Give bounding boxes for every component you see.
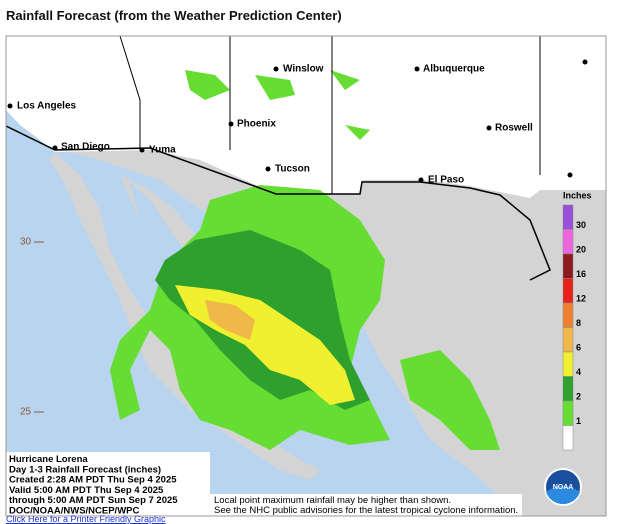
disclaimer: See the NHC public advisories for the la… (214, 505, 518, 516)
legend: Inches 30 20 16 12 8 6 4 2 1 (562, 190, 592, 451)
logo-text: NOAA (553, 484, 574, 491)
lat-label: 25 (20, 407, 32, 418)
legend-swatch (562, 229, 574, 255)
rain-heavier (205, 300, 255, 340)
baja (50, 152, 320, 480)
legend-swatch (562, 376, 574, 402)
title: Rainfall Forecast (from the Weather Pred… (6, 8, 342, 23)
city-dot (228, 121, 234, 127)
city-dot (414, 66, 420, 72)
city-label: Roswell (495, 123, 533, 134)
rain-light (400, 350, 500, 450)
legend-label: 8 (576, 318, 581, 328)
city-label: Yuma (149, 145, 176, 156)
info-box (6, 452, 210, 516)
printer-link[interactable]: Click Here for a Printer Friendly Graphi… (6, 514, 166, 524)
disclaimer: Local point maximum rainfall may be high… (214, 495, 451, 506)
info-line: Valid 5:00 AM PDT Thu Sep 4 2025 (9, 485, 164, 496)
legend-swatch (562, 204, 574, 230)
map-frame (5, 35, 607, 517)
city-label: Winslow (283, 64, 324, 75)
city-dot (567, 172, 573, 178)
rain-light (185, 70, 370, 140)
info-line: Created 2:28 AM PDT Thu Sep 4 2025 (9, 475, 177, 486)
disclaimer-box (210, 494, 522, 516)
info-line: through 5:00 AM PDT Sun Sep 7 2025 (9, 495, 178, 506)
city-dot (418, 177, 424, 183)
legend-label: 2 (576, 391, 581, 401)
legend-label: 4 (576, 367, 581, 377)
legend-label: 1 (576, 416, 581, 426)
legend-swatch (562, 351, 574, 377)
legend-swatch (562, 253, 574, 279)
city-label: Phoenix (237, 119, 276, 130)
logo-wave (546, 486, 580, 505)
info-line: Hurricane Lorena (9, 454, 88, 465)
city-dot (265, 166, 271, 172)
cities: Los Angeles San Diego Yuma Phoenix Winsl… (7, 59, 588, 186)
legend-swatch (562, 302, 574, 328)
legend-label: 30 (576, 220, 586, 230)
lat-label: 30 (20, 237, 32, 248)
legend-title: Inches (563, 190, 592, 200)
legend-swatch (562, 400, 574, 426)
city-label: El Paso (428, 175, 464, 186)
info-line: Day 1-3 Rainfall Forecast (inches) (9, 464, 161, 475)
city-dot (273, 66, 279, 72)
state-lines (119, 35, 606, 194)
legend-label: 20 (576, 244, 586, 254)
city-dot (139, 147, 145, 153)
city-dot (52, 145, 58, 151)
us-land (6, 36, 606, 198)
legend-swatch (562, 327, 574, 353)
city-dot (7, 103, 13, 109)
legend-label: 6 (576, 342, 581, 352)
legend-label: 16 (576, 269, 586, 279)
legend-label: 12 (576, 293, 586, 303)
city-label: Albuquerque (423, 64, 485, 75)
city-label: San Diego (61, 142, 110, 153)
city-label: Los Angeles (17, 101, 77, 112)
city-dot (486, 125, 492, 131)
city-dot (582, 59, 588, 65)
city-label: Tucson (275, 164, 310, 175)
info-line: DOC/NOAA/NWS/NCEP/WPC (9, 506, 140, 517)
legend-swatch (562, 425, 574, 451)
border (5, 125, 551, 281)
legend-swatch (562, 278, 574, 304)
